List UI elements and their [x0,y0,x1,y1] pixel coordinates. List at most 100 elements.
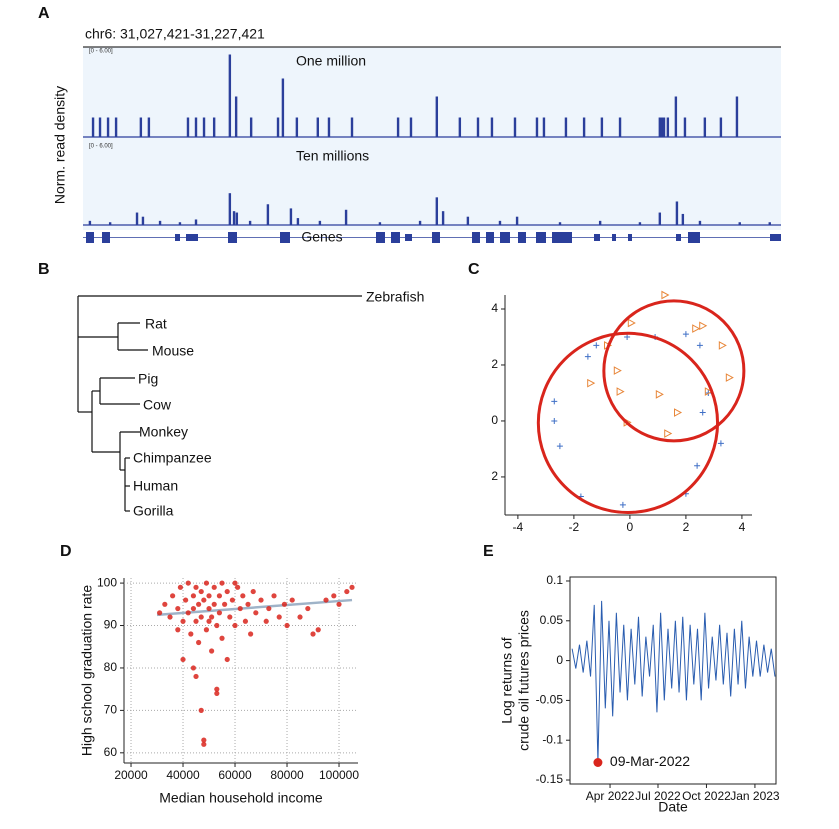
dot-point [227,614,233,620]
read-bar [683,117,687,137]
plus-point [717,440,724,447]
dot-point [297,614,303,620]
exon [391,232,400,243]
dot-point [276,614,282,620]
track-name: One million [296,53,366,69]
read-bar [228,193,232,225]
dot-point [196,639,202,646]
read-bar [350,117,354,137]
dot-point [185,580,191,586]
panel-letter: A [38,5,50,22]
read-bar [618,117,622,137]
gene-track [83,232,781,243]
y-tick-label: 4 [491,301,498,315]
read-bar [158,220,162,225]
read-bar [513,117,517,137]
series-line [571,600,776,763]
dot-point [206,618,212,624]
triangle-point [616,387,625,396]
read-bar [178,222,182,225]
x-axis-title: Median household income [159,790,323,806]
plus-point [682,331,689,338]
read-bar [344,209,348,225]
tree-leaf: Mouse [152,343,194,359]
plot-frame [569,576,777,785]
y-tick-label: -0.1 [542,732,563,746]
exon [186,234,198,241]
x-tick-label: Jan 2023 [730,789,780,803]
read-bar [458,117,462,137]
read-bar [435,197,439,225]
read-bar [675,201,679,225]
dot-point [331,593,337,599]
y-tick-label: 0.05 [540,613,564,627]
read-bar [735,96,739,137]
triangle-point [661,290,670,300]
exon [472,232,480,243]
panel-letter: D [60,543,72,560]
dot-point [203,580,210,586]
x-tick-label: Apr 2022 [586,789,635,803]
y-tick-label: 0 [556,653,563,667]
read-bar [135,212,139,225]
read-bar [558,222,562,225]
triangle-point [664,429,673,438]
read-bar [681,213,685,225]
read-bar [98,117,102,137]
dot-point [193,673,199,680]
dot-point [198,707,204,713]
plus-point [556,443,563,450]
dot-point [214,686,220,692]
dot-point [315,627,321,633]
read-bar [600,117,604,137]
read-bar [228,54,232,137]
triangle-point [674,408,683,417]
track-range: [0 - 6.00] [89,49,113,55]
read-bar [466,216,470,225]
dot-point [250,588,256,595]
read-bar [234,96,238,137]
track-name: Ten millions [296,148,369,164]
triangle-point [692,324,701,333]
dot-point [229,597,236,603]
plus-point [551,398,558,405]
x-tick-label: Jul 2022 [635,789,681,803]
x-tick-label: 0 [627,520,634,534]
exon [676,234,681,241]
y-axis-title: High school graduation rate [79,585,95,756]
tree-leaf: Human [133,478,178,494]
y-axis-title: Log returns of [499,637,515,723]
read-bar [441,211,445,225]
x-tick-label: 2 [683,520,690,534]
dot-point [216,610,223,616]
annotation-dot [593,758,603,768]
read-bar [666,117,670,137]
read-bar [202,117,206,137]
exon [612,234,616,241]
x-axis-title: Date [658,799,688,815]
dot-point [180,618,186,624]
dot-point [157,610,163,616]
dot-point [190,593,197,599]
read-bar [114,117,118,137]
read-bar [535,117,539,137]
dot-point [209,614,215,620]
panel-letter: B [38,261,50,278]
dot-point [211,584,217,590]
read-bar [289,208,293,225]
read-bar [542,117,546,137]
read-bar [703,117,707,137]
exon [500,232,510,243]
dot-point [216,593,223,599]
read-bar [91,117,95,137]
exon [432,232,440,243]
exon [536,232,546,243]
plus-point [624,333,631,340]
dot-point [258,597,264,603]
dot-point [185,610,191,616]
read-bar [232,211,236,225]
x-tick-label: 4 [739,520,746,534]
dot-point [193,584,199,590]
dot-point [190,665,197,671]
